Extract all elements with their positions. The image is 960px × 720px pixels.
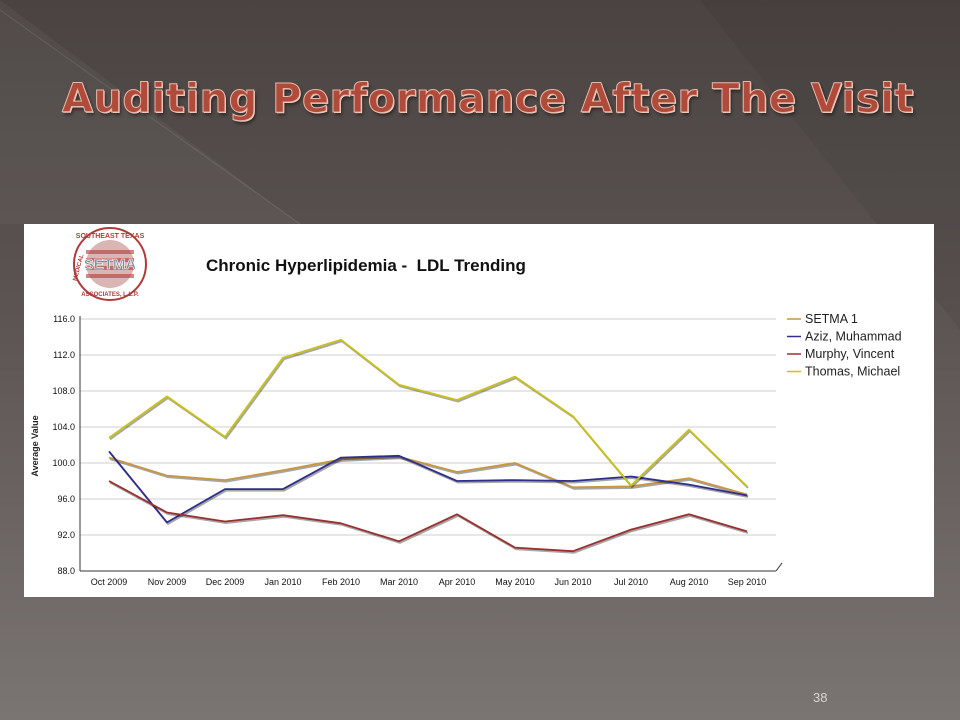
x-tick-label: Mar 2010 bbox=[380, 577, 418, 587]
x-tick-label: Dec 2009 bbox=[206, 577, 245, 587]
ldl-trend-chart: SOUTHEAST TEXAS SETMA MEDICAL ASSOCIATES… bbox=[30, 227, 902, 587]
logo-stripe bbox=[86, 250, 134, 254]
x-tick-label: Aug 2010 bbox=[670, 577, 709, 587]
logo-stripe bbox=[86, 258, 134, 262]
series-line bbox=[108, 455, 748, 496]
y-tick-label: 116.0 bbox=[53, 314, 75, 324]
chart-panel: SOUTHEAST TEXAS SETMA MEDICAL ASSOCIATES… bbox=[24, 224, 934, 597]
logo-center-text: SETMA bbox=[84, 256, 137, 273]
legend-label: Aziz, Muhammad bbox=[805, 330, 902, 344]
x-tick-label: Sep 2010 bbox=[728, 577, 767, 587]
y-tick-label: 104.0 bbox=[52, 422, 75, 432]
logo-stripe bbox=[86, 266, 134, 270]
x-tick-label: May 2010 bbox=[495, 577, 535, 587]
legend-label: SETMA 1 bbox=[805, 312, 858, 326]
x-tick-label: Jul 2010 bbox=[614, 577, 648, 587]
y-tick-label: 100.0 bbox=[52, 458, 75, 468]
logo-bottom-text: ASSOCIATES, L.L.P. bbox=[81, 292, 139, 298]
page-number: 38 bbox=[813, 690, 828, 705]
logo-top-text: SOUTHEAST TEXAS bbox=[76, 233, 145, 240]
y-tick-label: 108.0 bbox=[52, 386, 75, 396]
x-tick-label: Nov 2009 bbox=[148, 577, 187, 587]
series-line bbox=[108, 450, 748, 524]
x-tick-label: Feb 2010 bbox=[322, 577, 360, 587]
axis-corner-line bbox=[775, 562, 783, 572]
x-tick-label: Jan 2010 bbox=[264, 577, 301, 587]
series-line bbox=[108, 480, 748, 553]
x-tick-label: Jun 2010 bbox=[554, 577, 591, 587]
series-line-shadow bbox=[109, 452, 749, 526]
x-tick-label: Apr 2010 bbox=[439, 577, 476, 587]
logo-stripe bbox=[86, 274, 134, 278]
y-tick-label: 96.0 bbox=[57, 494, 75, 504]
slide-title: Auditing Performance After The Visit bbox=[61, 76, 915, 123]
chart-title: Chronic Hyperlipidemia - LDL Trending bbox=[206, 256, 526, 275]
legend-label: Murphy, Vincent bbox=[805, 347, 895, 361]
y-tick-label: 112.0 bbox=[53, 350, 75, 360]
series-line-shadow bbox=[109, 481, 749, 554]
legend-label: Thomas, Michael bbox=[805, 365, 900, 379]
y-tick-label: 88.0 bbox=[57, 566, 75, 576]
series-line bbox=[108, 338, 748, 488]
x-tick-label: Oct 2009 bbox=[91, 577, 128, 587]
y-tick-label: 92.0 bbox=[57, 530, 75, 540]
series-line-shadow bbox=[109, 457, 749, 497]
setma-logo: SOUTHEAST TEXAS SETMA MEDICAL ASSOCIATES… bbox=[73, 227, 147, 301]
y-axis-label: Average Value bbox=[30, 415, 40, 476]
